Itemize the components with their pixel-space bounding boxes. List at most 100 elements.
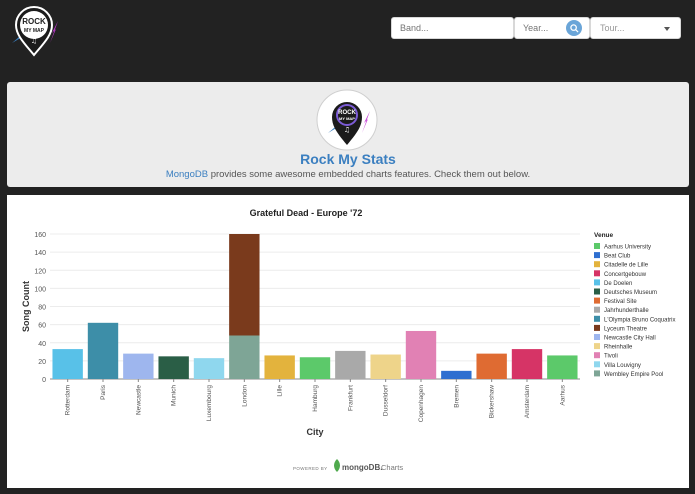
- chart-title: Grateful Dead - Europe '72: [250, 208, 363, 218]
- legend-swatch: [594, 279, 600, 286]
- legend-item: Concertgebouw: [604, 272, 647, 278]
- legend-item: Beat Club: [604, 254, 631, 260]
- legend-item: Newcastle City Hall: [604, 336, 656, 342]
- y-tick-label: 160: [34, 232, 46, 239]
- song-count-chart: Grateful Dead - Europe '72 0 20 40 60 80 100 12…: [21, 208, 676, 472]
- bar-rotterdam: [52, 349, 83, 379]
- x-tick-label: Luxembourg: [206, 385, 213, 422]
- bar-amsterdam: [511, 349, 543, 379]
- mongodb-leaf-icon: [334, 459, 340, 472]
- bar-copenhagen: [405, 330, 437, 379]
- bottom-strip: [0, 488, 695, 494]
- svg-text:♫: ♫: [31, 37, 37, 45]
- x-tick-label: Bickershaw: [489, 385, 496, 419]
- bar-dusseldorf: [370, 354, 401, 379]
- legend-item: Villa Louvigny: [604, 363, 641, 369]
- legend-item: Citadelle de Lille: [604, 263, 649, 269]
- y-tick-label: 0: [42, 377, 46, 384]
- mongodb-link[interactable]: MongoDB: [165, 169, 209, 180]
- bar-hamburg: [299, 357, 331, 379]
- x-tick-label: Munich: [171, 385, 178, 406]
- rock-my-map-logo[interactable]: ROCK MY MAP ♫: [6, 5, 62, 57]
- svg-text:♫: ♫: [344, 126, 350, 134]
- svg-text:ROCK: ROCK: [22, 17, 46, 26]
- legend-title: Venue: [594, 232, 614, 239]
- legend-item: Festival Site: [604, 299, 637, 305]
- bar-aarhus: [547, 355, 578, 379]
- bar-lille: [264, 355, 295, 379]
- legend-swatch: [594, 243, 600, 249]
- bar-bickershaw: [476, 353, 507, 379]
- svg-text:ROCK: ROCK: [338, 110, 356, 116]
- legend-swatch: [594, 343, 600, 350]
- legend-swatch: [594, 361, 600, 368]
- search-icon: [569, 23, 579, 33]
- search-button[interactable]: [566, 20, 582, 36]
- legend-item: Lyceum Theatre: [604, 326, 648, 332]
- legend-swatch: [594, 306, 600, 313]
- y-tick-label: 120: [34, 268, 46, 275]
- hero-subtitle: MongoDB provides some awesome embedded c…: [7, 169, 689, 180]
- mongodb-brand: mongoDB.: [342, 463, 382, 472]
- rock-my-stats-logo: ROCK MY MAP ♫: [316, 89, 378, 151]
- legend-swatch: [594, 324, 600, 331]
- bar-frankfurt: [335, 350, 366, 379]
- x-tick-label: Newcastle: [135, 385, 142, 415]
- svg-text:MY MAP: MY MAP: [339, 116, 355, 121]
- legend-swatch: [594, 334, 600, 340]
- svg-text:MY MAP: MY MAP: [24, 28, 45, 34]
- bar-london: [229, 335, 260, 379]
- bar-newcastle: [123, 353, 154, 379]
- bar-london: [229, 234, 260, 336]
- tour-select[interactable]: Tour...: [590, 17, 681, 39]
- legend-swatch: [594, 270, 600, 277]
- x-tick-label: Bremen: [453, 385, 460, 408]
- band-search-input[interactable]: [391, 17, 514, 39]
- y-tick-label: 100: [34, 286, 46, 293]
- x-tick-label: Lille: [277, 385, 284, 397]
- legend-item: Tivoli: [604, 354, 618, 360]
- x-tick-label: Amsterdam: [524, 385, 531, 418]
- legend-item: Rheinhalle: [604, 345, 633, 351]
- chart-panel: Grateful Dead - Europe '72 0 20 40 60 80 100 12…: [7, 195, 689, 488]
- hero-panel: ROCK MY MAP ♫ Rock My Stats MongoDB prov…: [7, 82, 689, 187]
- x-tick-label: Hamburg: [312, 385, 319, 412]
- y-tick-label: 20: [38, 359, 46, 366]
- powered-by-label: POWERED BY: [293, 466, 328, 471]
- y-tick-label: 40: [38, 341, 46, 348]
- x-tick-label: Copenhagen: [418, 385, 425, 423]
- tour-select-value: Tour...: [600, 23, 625, 33]
- legend-swatch: [594, 315, 600, 322]
- x-axis-label: City: [306, 427, 323, 437]
- legend-swatch: [594, 297, 600, 304]
- bar-luxembourg: [193, 358, 225, 379]
- legend-swatch: [594, 288, 600, 295]
- page-title: Rock My Stats: [300, 151, 396, 167]
- legend-item: Wembley Empire Pool: [604, 372, 663, 378]
- y-tick-label: 60: [38, 323, 46, 330]
- legend-swatch: [594, 261, 600, 268]
- legend-swatch: [594, 370, 600, 377]
- bar-paris: [87, 322, 119, 379]
- x-tick-label: London: [241, 385, 248, 407]
- x-tick-label: Dusseldorf: [383, 385, 390, 416]
- legend-item: De Doelen: [604, 281, 632, 287]
- y-tick-label: 80: [38, 305, 46, 312]
- y-tick-label: 140: [34, 250, 46, 257]
- legend-swatch: [594, 352, 600, 359]
- charts-label: Charts: [381, 463, 403, 472]
- legend-item: L'Olympia Bruno Coquatrix: [604, 317, 676, 323]
- bar-munich: [158, 356, 189, 379]
- x-tick-label: Aarhus: [559, 384, 566, 405]
- legend-swatch: [594, 252, 600, 259]
- x-tick-label: Frankfurt: [347, 385, 354, 411]
- x-tick-label: Rotterdam: [65, 385, 72, 415]
- x-tick-label: Paris: [100, 384, 107, 400]
- y-axis-label: Song Count: [21, 281, 31, 332]
- chevron-down-icon: [664, 27, 670, 31]
- legend-item: Deutsches Museum: [604, 290, 657, 296]
- hero-subtitle-text: provides some awesome embedded charts fe…: [208, 169, 531, 180]
- legend-item: Jahrhunderthalle: [604, 308, 649, 314]
- bar-bremen: [441, 370, 472, 379]
- legend-item: Aarhus University: [604, 245, 651, 251]
